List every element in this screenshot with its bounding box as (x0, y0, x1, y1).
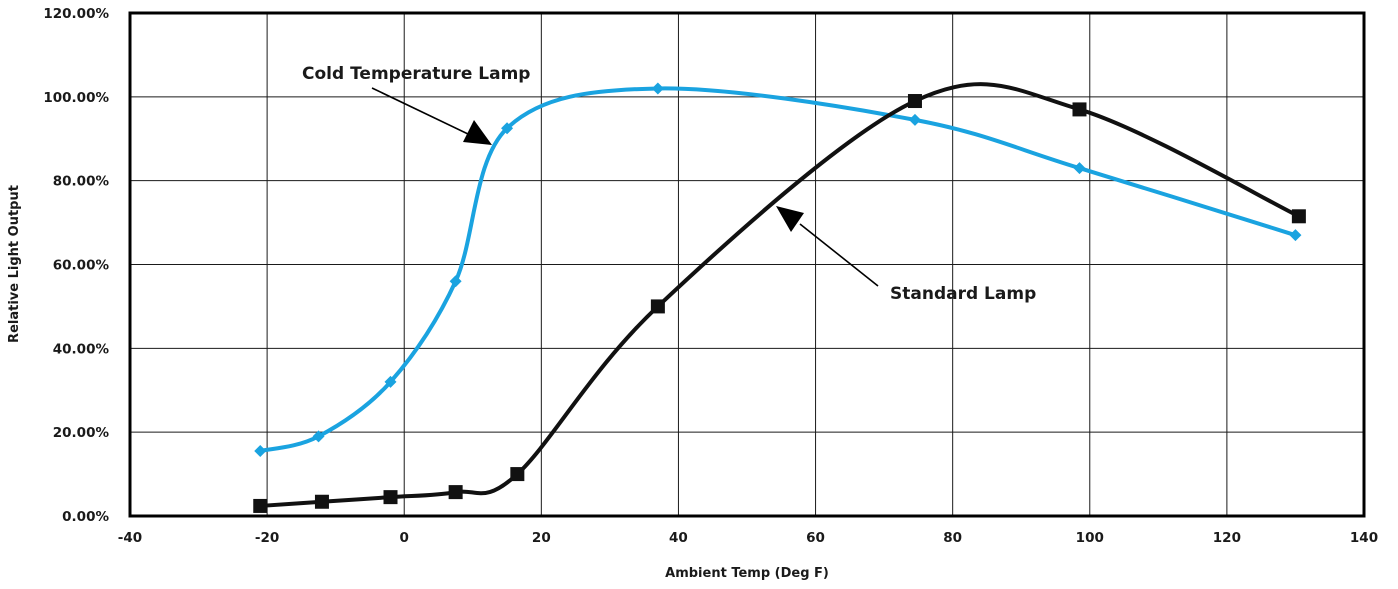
series-layer (258, 82, 1301, 508)
standard-lamp-point (253, 498, 268, 513)
x-tick-label: 120 (1213, 530, 1241, 546)
cold-lamp-annotation-label: Cold Temperature Lamp (302, 64, 530, 84)
standard-lamp-point (314, 494, 329, 509)
standard-lamp-annotation-arrowhead (776, 206, 804, 232)
standard-lamp-point (448, 485, 463, 500)
grid-layer (129, 12, 1365, 517)
x-tick-label: 0 (400, 530, 409, 546)
cold-temperature-lamp-point (501, 122, 514, 135)
y-tick-label: 80.00% (53, 174, 110, 190)
x-tick-label: -40 (118, 530, 142, 546)
annotation-layer: Cold Temperature Lamp Standard Lamp (302, 64, 1036, 304)
y-tick-label: 120.00% (43, 6, 109, 22)
standard-lamp-point (650, 299, 665, 314)
standard-lamp-point (1072, 102, 1087, 117)
x-tick-label: 20 (532, 530, 551, 546)
y-tick-label: 60.00% (53, 258, 110, 274)
cold-temperature-lamp-point (651, 82, 664, 95)
x-tick-label: 40 (669, 530, 688, 546)
marker-layer (253, 82, 1306, 513)
cold-temperature-lamp-point (1289, 229, 1302, 242)
x-tick-label: 140 (1350, 530, 1378, 546)
x-axis-title: Ambient Temp (Deg F) (665, 566, 829, 581)
cold-temperature-lamp-point (1073, 162, 1086, 175)
standard-lamp-line (258, 82, 1301, 508)
standard-lamp-point (907, 94, 922, 109)
cold-temperature-lamp-point (449, 275, 462, 288)
y-tick-label: 0.00% (62, 509, 109, 525)
standard-lamp-annotation-leader (799, 223, 879, 287)
cold-temperature-lamp-point (908, 113, 921, 126)
cold-temperature-lamp-point (312, 430, 325, 443)
cold-temperature-lamp-line (258, 86, 1298, 454)
cold-temperature-lamp-point (254, 445, 267, 458)
cold-lamp-annotation-arrowhead (463, 120, 492, 145)
standard-lamp-annotation-label: Standard Lamp (890, 284, 1036, 304)
cold-temperature-lamp-point (384, 375, 397, 388)
x-tick-label: 60 (806, 530, 825, 546)
x-tick-label: 100 (1076, 530, 1104, 546)
y-tick-label: 40.00% (53, 341, 110, 357)
standard-lamp-point (383, 490, 398, 505)
cold-lamp-annotation-leader (371, 87, 469, 135)
y-tick-label: 20.00% (53, 425, 110, 441)
standard-lamp-point (510, 467, 525, 482)
x-tick-label: 80 (943, 530, 962, 546)
y-tick-label: 100.00% (43, 90, 109, 106)
plot-frame (128, 11, 1366, 518)
standard-lamp-point (1291, 209, 1306, 224)
tick-layer: -40 -20 0 20 40 60 80 100 120 140 0.00% 20.00% 40.00… (43, 6, 1378, 546)
x-tick-label: -20 (255, 530, 279, 546)
y-axis-title: Relative Light Output (7, 185, 22, 343)
